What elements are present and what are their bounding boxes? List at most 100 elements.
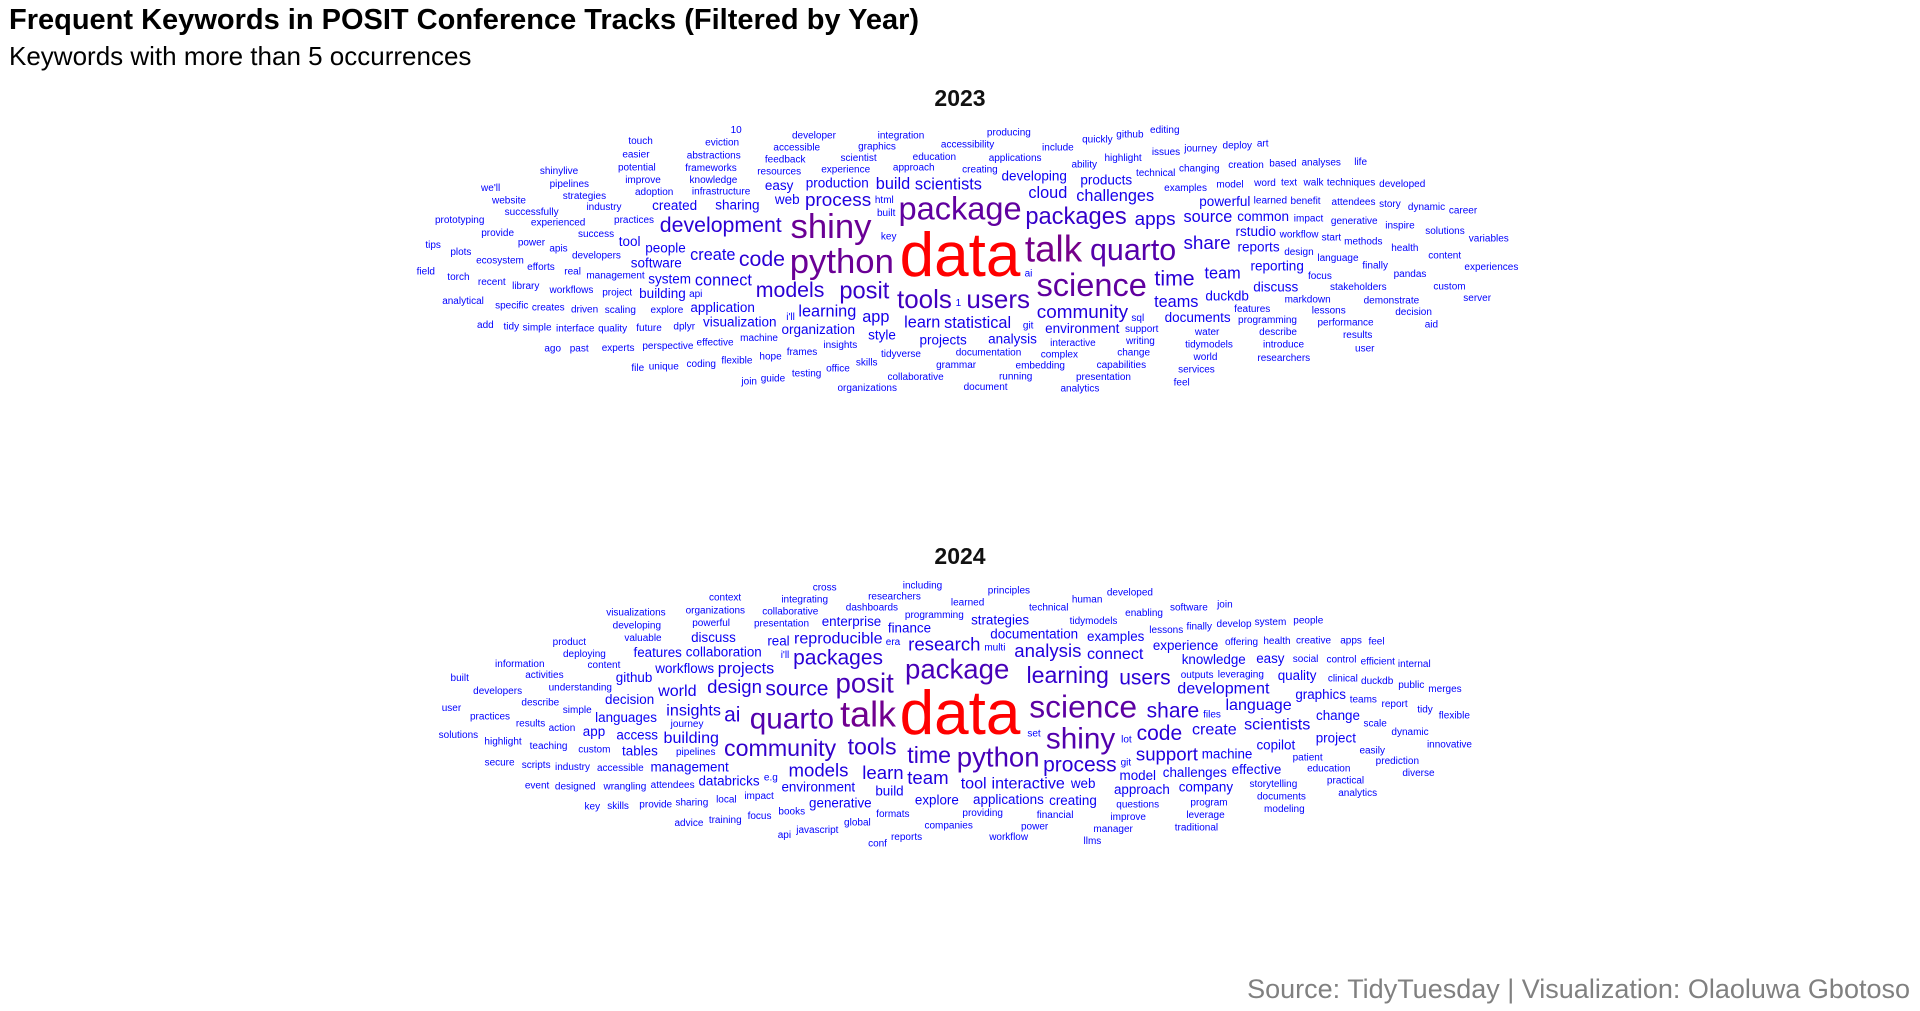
word-cross: cross <box>813 582 837 593</box>
word-developer: developer <box>792 130 837 141</box>
word-ai: ai <box>1025 268 1033 279</box>
word-i-ll: i'll <box>786 312 795 323</box>
word-books: books <box>778 807 805 818</box>
word-management: management <box>651 760 729 775</box>
word-databricks: databricks <box>698 774 759 789</box>
word-results: results <box>1343 330 1372 341</box>
word-benefit: benefit <box>1291 196 1321 207</box>
word-collaborative: collaborative <box>888 372 945 383</box>
word-source: source <box>1183 208 1232 226</box>
word-users: users <box>966 284 1030 314</box>
word-sql: sql <box>1131 313 1144 324</box>
word-focus: focus <box>748 811 772 822</box>
word-apps: apps <box>1340 636 1362 647</box>
word-explore: explore <box>651 305 684 316</box>
word-software: software <box>631 255 682 270</box>
word-reports: reports <box>1238 239 1280 254</box>
word-enterprise: enterprise <box>822 614 882 629</box>
word-explore: explore <box>915 793 959 808</box>
chart-caption: Source: TidyTuesday | Visualization: Ola… <box>1247 974 1910 1004</box>
word-analysis: analysis <box>1014 640 1081 661</box>
word-features: features <box>633 645 682 660</box>
panel-title-2024: 2024 <box>934 543 986 569</box>
word-app: app <box>862 308 889 326</box>
word-add: add <box>477 320 494 331</box>
word-decision: decision <box>605 692 654 707</box>
word-analytical: analytical <box>442 296 484 307</box>
word-scientists: scientists <box>1244 715 1310 733</box>
word-scientists: scientists <box>915 175 982 193</box>
word-creates: creates <box>532 303 565 314</box>
word-building: building <box>664 729 719 747</box>
word-water: water <box>1194 327 1220 338</box>
word-git: git <box>1121 757 1132 768</box>
word-field: field <box>417 266 435 277</box>
word-eviction: eviction <box>705 138 739 149</box>
word-collaborative: collaborative <box>762 607 819 618</box>
word-develop: develop <box>1217 619 1252 630</box>
word-tidymodels: tidymodels <box>1185 339 1233 350</box>
word-world: world <box>657 682 696 700</box>
word-deploy: deploy <box>1223 140 1252 151</box>
word-office: office <box>826 363 850 374</box>
word-health: health <box>1391 243 1418 254</box>
word-valuable: valuable <box>624 633 662 644</box>
word-data: data <box>900 221 1021 290</box>
word-attendees: attendees <box>1332 197 1376 208</box>
word-principles: principles <box>988 586 1030 597</box>
word-variables: variables <box>1469 233 1509 244</box>
word-testing: testing <box>792 369 821 380</box>
word-feel: feel <box>1174 378 1190 389</box>
word-workflow: workflow <box>988 832 1029 843</box>
word-science: science <box>1036 266 1146 303</box>
word-walk: walk <box>1303 177 1325 188</box>
word-presentation: presentation <box>754 619 809 630</box>
word-community: community <box>724 735 837 761</box>
word-experienced: experienced <box>531 217 585 228</box>
word-strategies: strategies <box>563 191 606 202</box>
word-packages: packages <box>793 647 883 670</box>
word-production: production <box>806 176 869 191</box>
word-team: team <box>907 767 948 788</box>
word-world: world <box>1193 352 1218 363</box>
word-content: content <box>588 660 621 671</box>
word-content: content <box>1428 250 1461 261</box>
word-join: join <box>1216 599 1233 610</box>
word-developing: developing <box>613 621 661 632</box>
word-accessible: accessible <box>773 143 820 154</box>
word-including: including <box>903 581 942 592</box>
word-javascript: javascript <box>795 825 838 836</box>
word-products: products <box>1080 173 1132 188</box>
word-source: source <box>765 677 828 700</box>
word-teams: teams <box>1154 293 1198 311</box>
word-career: career <box>1449 206 1478 217</box>
word-key: key <box>881 231 897 242</box>
word-methods: methods <box>1344 237 1382 248</box>
word-developed: developed <box>1379 179 1425 190</box>
word-shiny: shiny <box>790 208 872 246</box>
word-education: education <box>913 152 956 163</box>
word-describe: describe <box>1259 327 1297 338</box>
word-running: running <box>999 372 1032 383</box>
word-potential: potential <box>618 163 656 174</box>
word-environment: environment <box>1045 321 1120 336</box>
word-quarto: quarto <box>1090 233 1176 267</box>
word-time: time <box>907 742 951 768</box>
word-clinical: clinical <box>1328 673 1358 684</box>
word-tidymodels: tidymodels <box>1070 616 1118 627</box>
word-results: results <box>516 718 545 729</box>
word-model: model <box>1120 768 1156 783</box>
word-stakeholders: stakeholders <box>1330 282 1387 293</box>
word-features: features <box>1234 304 1270 315</box>
word-impact: impact <box>744 791 774 802</box>
word-era: era <box>886 637 901 648</box>
word-learning: learning <box>1026 662 1109 688</box>
word-data: data <box>900 679 1021 748</box>
word-presentation: presentation <box>1076 372 1131 383</box>
word-finally: finally <box>1362 260 1388 271</box>
word-creating: creating <box>1049 793 1097 808</box>
word-social: social <box>1293 654 1319 665</box>
word-programming: programming <box>905 610 964 621</box>
word-industry: industry <box>586 202 621 213</box>
